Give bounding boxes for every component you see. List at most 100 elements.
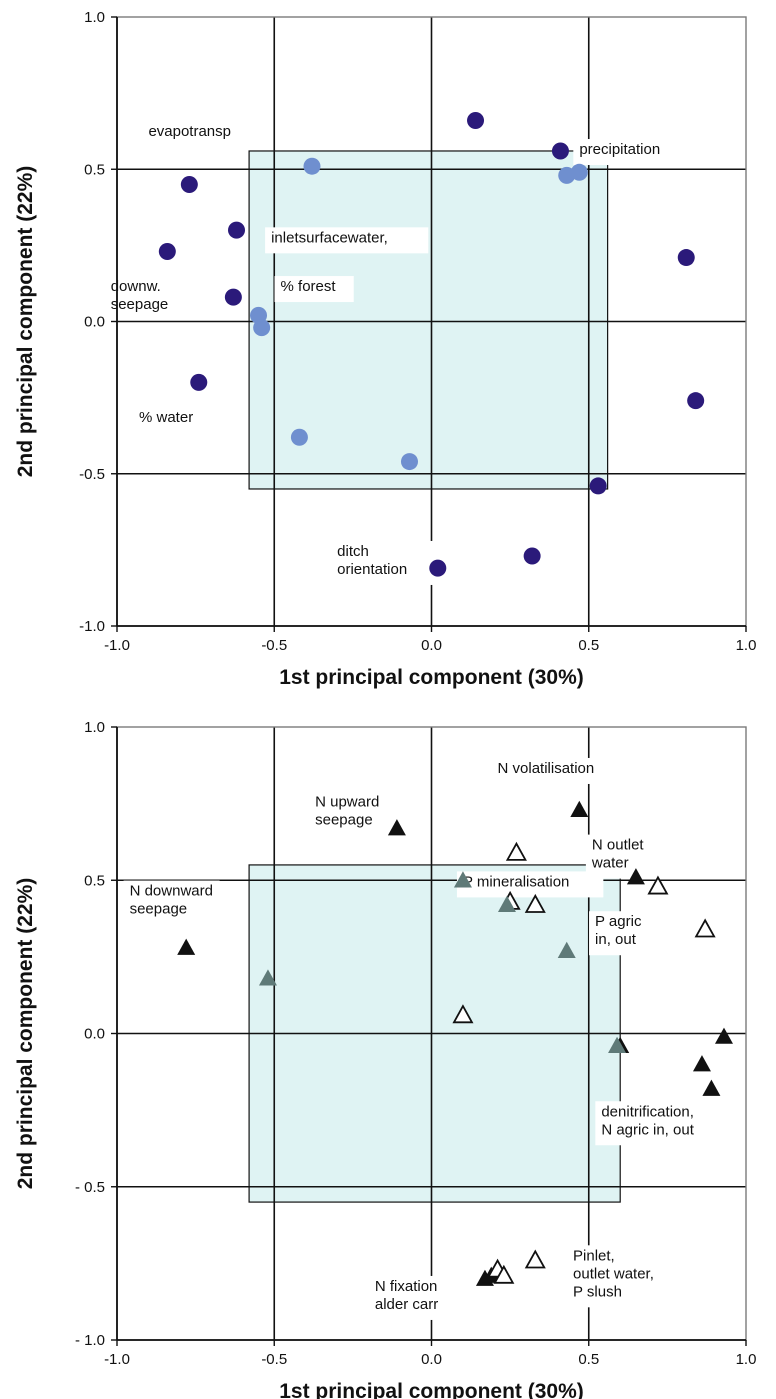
- annotation-box: [265, 227, 429, 254]
- annotation-label: outlet water,: [573, 1265, 654, 1282]
- annotation-label: water: [591, 855, 629, 872]
- data-point: [387, 819, 406, 836]
- annotation-label: Pinlet,: [573, 1247, 615, 1264]
- y-axis-title: 2nd principal component (22%): [14, 166, 37, 478]
- y-tick-label: 0.5: [84, 161, 105, 178]
- data-point: [453, 871, 472, 888]
- data-point: [692, 1055, 711, 1072]
- y-tick-label: 1.0: [84, 9, 105, 26]
- annotation-label: % forest: [281, 278, 337, 295]
- y-axis-title: 2nd principal component (22%): [14, 878, 37, 1190]
- data-point: [589, 477, 607, 495]
- annotation-label: alder carr: [375, 1296, 438, 1313]
- annotation-box: [142, 120, 247, 147]
- annotation-label: N downward: [130, 883, 213, 900]
- data-point: [303, 157, 321, 175]
- annotation-label: ditch: [337, 543, 369, 560]
- annotation-box: [595, 1101, 742, 1146]
- annotation-label: orientation: [337, 561, 407, 578]
- annotation-label: N fixation: [375, 1278, 438, 1295]
- x-tick-label: 1.0: [736, 1351, 757, 1368]
- y-tick-label: - 0.5: [75, 1179, 105, 1196]
- x-tick-label: 0.0: [421, 637, 442, 654]
- annotation-box: [491, 757, 638, 784]
- data-point: [228, 221, 246, 239]
- annotation-label: % water: [139, 409, 193, 426]
- data-point: [524, 1249, 546, 1269]
- data-point: [429, 559, 447, 577]
- data-point: [551, 142, 569, 160]
- data-point: [687, 392, 705, 410]
- y-tick-label: 0.0: [84, 1026, 105, 1043]
- data-point: [177, 938, 196, 955]
- annotation-box: [309, 791, 389, 836]
- data-point: [400, 453, 418, 471]
- data-point: [694, 918, 716, 938]
- annotation-label: N outlet: [592, 837, 645, 854]
- data-point: [290, 428, 308, 446]
- x-tick-label: 0.5: [578, 637, 599, 654]
- data-point: [493, 1264, 515, 1284]
- annotation-label: N agric in, out: [601, 1121, 694, 1138]
- y-tick-label: -1.0: [79, 618, 105, 635]
- data-point: [523, 547, 541, 565]
- annotation-label: in, out: [595, 931, 637, 948]
- x-tick-label: 0.5: [578, 1351, 599, 1368]
- x-axis-title: 1st principal component (30%): [279, 1380, 584, 1399]
- annotation-label: seepage: [111, 296, 169, 313]
- y-tick-label: 0.5: [84, 872, 105, 889]
- x-tick-label: -1.0: [104, 1351, 130, 1368]
- annotation-box: [133, 406, 204, 433]
- annotation-label: seepage: [130, 901, 188, 918]
- x-axis-title: 1st principal component (30%): [279, 666, 584, 689]
- data-point: [714, 1027, 733, 1044]
- annotation-label: N volatilisation: [498, 760, 595, 777]
- x-tick-label: 0.0: [421, 1351, 442, 1368]
- annotation-box: [456, 871, 604, 898]
- data-point: [467, 112, 485, 130]
- data-point: [505, 841, 527, 861]
- y-tick-label: -0.5: [79, 466, 105, 483]
- annotation-box: [331, 540, 436, 585]
- annotation-box: [274, 276, 354, 303]
- data-point: [180, 175, 198, 193]
- data-point: [258, 969, 277, 986]
- y-tick-label: - 1.0: [75, 1332, 105, 1349]
- annotation-box: [567, 1245, 689, 1308]
- data-point: [570, 163, 588, 181]
- annotation-box: [368, 1275, 465, 1320]
- data-point: [158, 242, 176, 260]
- chart-top: evapotransp precipitation inletsurfacewate…: [14, 9, 756, 689]
- data-point: [608, 1036, 627, 1053]
- x-tick-label: -1.0: [104, 637, 130, 654]
- shaded-region: [248, 150, 609, 490]
- data-point: [557, 941, 576, 958]
- annotation-label: P slush: [573, 1283, 622, 1300]
- data-point: [702, 1079, 721, 1096]
- annotation-label: denitrification,: [601, 1103, 694, 1120]
- annotation-box: [123, 880, 220, 925]
- data-point: [647, 875, 669, 895]
- data-point: [253, 319, 271, 337]
- x-tick-label: -0.5: [261, 1351, 287, 1368]
- data-point: [570, 800, 589, 817]
- annotation-box: [573, 139, 695, 166]
- annotation-box: [589, 911, 660, 956]
- data-point: [224, 288, 242, 306]
- y-tick-label: 0.0: [84, 314, 105, 331]
- data-point: [452, 1004, 474, 1024]
- x-tick-label: 1.0: [736, 637, 757, 654]
- data-point: [677, 249, 695, 267]
- annotation-label: seepage: [315, 812, 373, 829]
- data-point: [524, 893, 546, 913]
- annotation-label: inletsurfacewater,: [271, 229, 388, 246]
- annotation-label: P mineralisation: [463, 873, 569, 890]
- data-point: [190, 373, 208, 391]
- data-point: [626, 868, 645, 885]
- annotation-box: [585, 834, 666, 879]
- annotation-label: N upward: [315, 794, 379, 811]
- data-point: [497, 895, 516, 912]
- annotation-label: precipitation: [579, 141, 660, 158]
